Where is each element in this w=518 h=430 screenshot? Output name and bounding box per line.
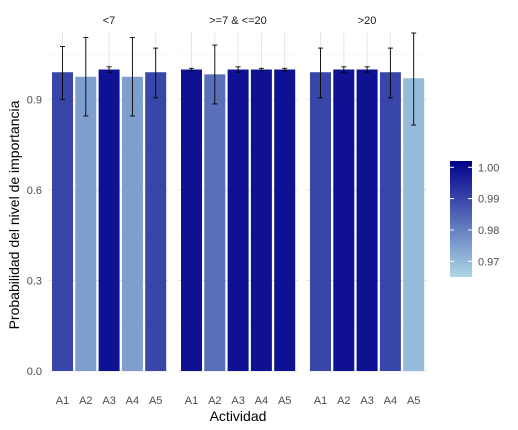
bar — [204, 74, 226, 372]
x-tick-label: A4 — [255, 395, 268, 407]
y-tick-label: 0.0 — [27, 366, 42, 378]
bar — [145, 72, 167, 371]
bar — [52, 72, 73, 371]
facet-label: >20 — [358, 15, 377, 27]
bar — [98, 69, 120, 371]
facet-panel: <7 A1 A2 A3 A4 A5 — [49, 15, 169, 407]
colorbar-tick-label: 0.99 — [478, 194, 499, 206]
x-tick-label: A1 — [185, 395, 198, 407]
x-tick-label: A2 — [208, 395, 221, 407]
facet-panel: >=7 & <=20 A1 A2 A3 A4 A5 — [178, 15, 298, 407]
facet-label: >=7 & <=20 — [209, 15, 267, 27]
x-tick-label: A1 — [56, 395, 69, 407]
bar — [356, 69, 378, 371]
colorbar-tick-label: 1.00 — [478, 162, 499, 174]
y-axis-title: Probabilidad del nivel de importancia — [6, 100, 22, 329]
bar — [121, 76, 143, 372]
bar — [310, 72, 331, 371]
y-tick-label: 0.9 — [27, 94, 42, 106]
x-tick-label: A1 — [314, 395, 327, 407]
y-tick-label: 0.3 — [27, 275, 42, 287]
x-tick-label: A3 — [360, 395, 373, 407]
x-axis-title: Actividad — [210, 408, 267, 424]
x-tick-label: A5 — [149, 395, 162, 407]
chart-panels: <7 A1 A2 A3 A4 A5 >=7 & <=20 A1 A2 A3 A4 A5 >20 A1 A2 A… — [49, 15, 427, 407]
bar — [403, 78, 425, 372]
bar — [75, 76, 97, 372]
y-tick-label: 0.6 — [27, 185, 42, 197]
x-tick-label: A4 — [126, 395, 139, 407]
x-tick-label: A3 — [231, 395, 244, 407]
bar — [250, 69, 272, 371]
facet-panel: >20 A1 A2 A3 A4 A5 — [307, 15, 427, 407]
facet-label: <7 — [103, 15, 116, 27]
colorbar-legend: 1.00 0.99 0.98 0.97 — [450, 161, 499, 277]
colorbar-tick-label: 0.97 — [478, 256, 499, 268]
bar — [181, 69, 202, 371]
x-tick-label: A2 — [79, 395, 92, 407]
x-tick-label: A3 — [102, 395, 115, 407]
bar — [227, 69, 249, 371]
y-axis: 0.0 0.3 0.6 0.9 — [27, 94, 42, 378]
x-tick-label: A2 — [337, 395, 350, 407]
x-tick-label: A5 — [278, 395, 291, 407]
x-tick-label: A4 — [384, 395, 397, 407]
colorbar-tick-label: 0.98 — [478, 225, 499, 237]
bar — [333, 69, 355, 371]
bar — [274, 69, 296, 371]
x-tick-label: A5 — [407, 395, 420, 407]
colorbar — [450, 161, 472, 277]
bar — [379, 72, 401, 371]
